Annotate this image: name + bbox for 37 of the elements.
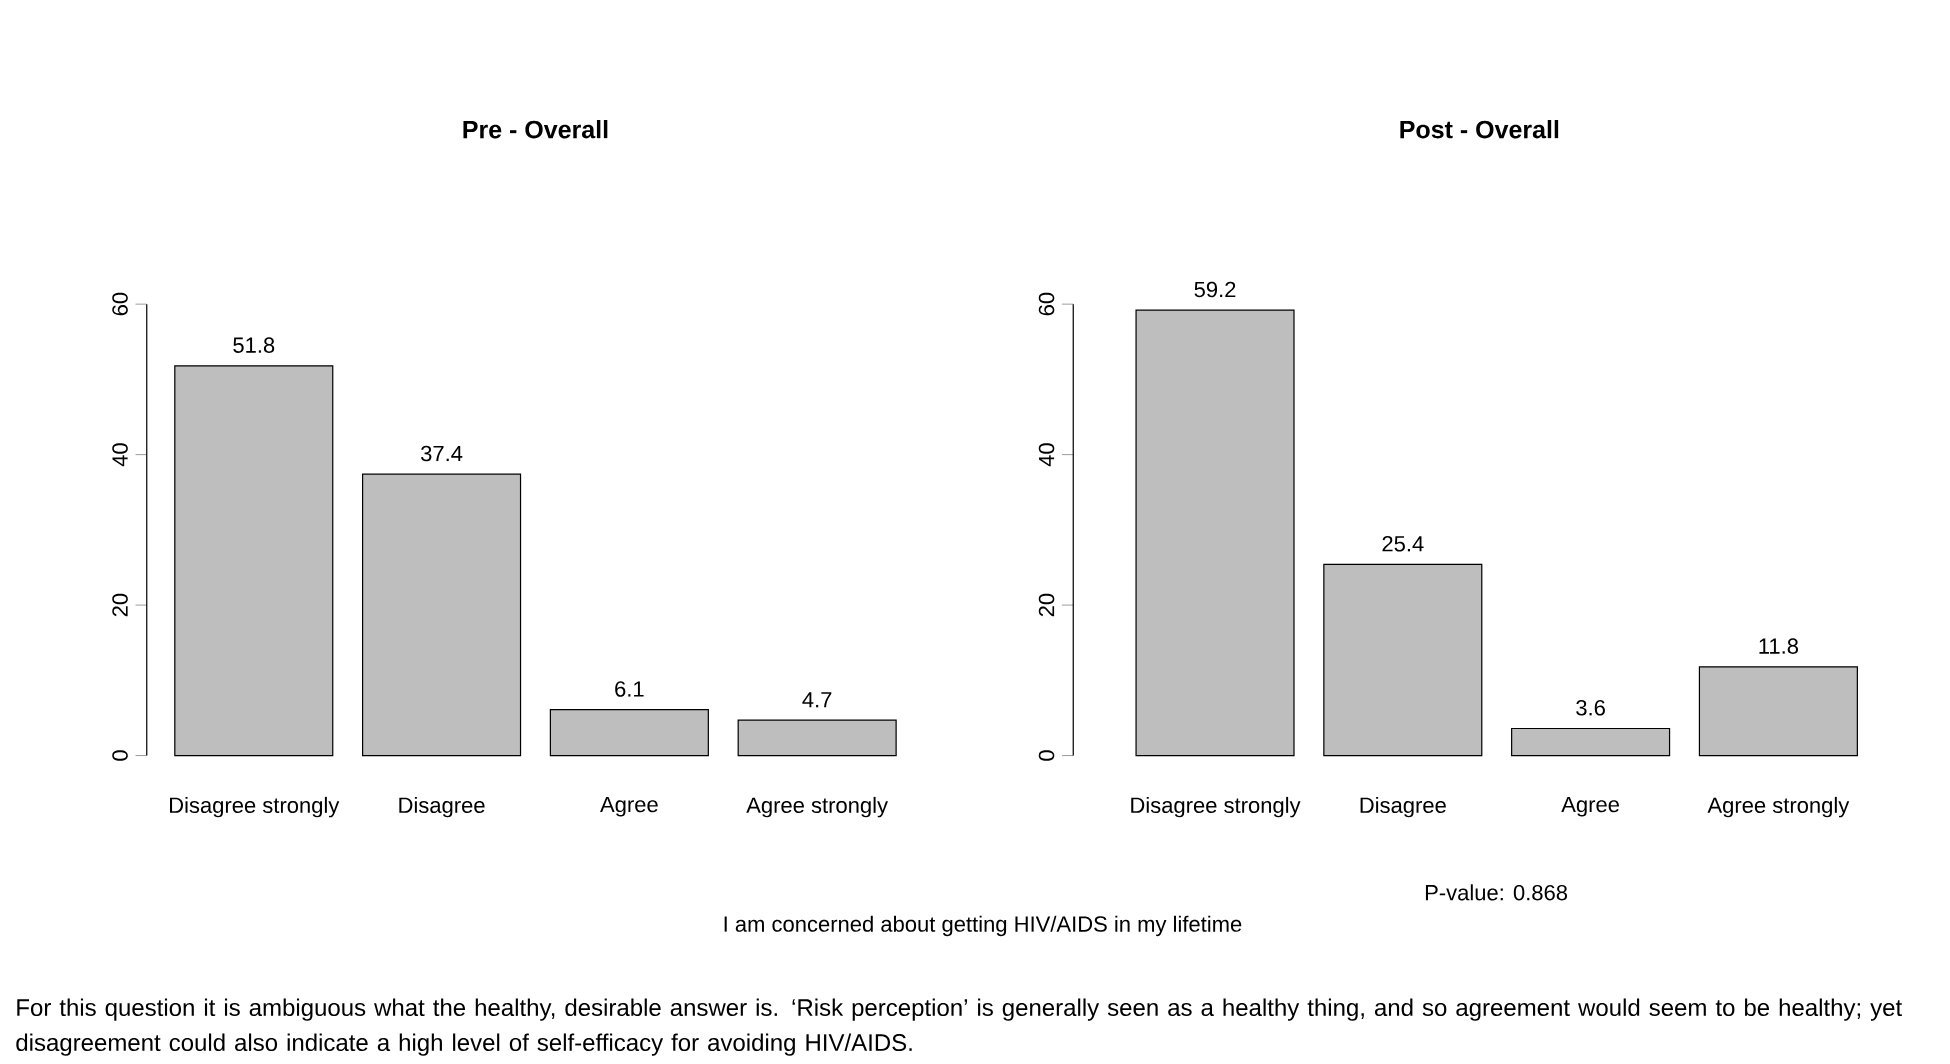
chart-title: Pre - Overall [463,120,608,139]
bar [362,473,522,757]
x-tick-label: Disagree strongly [170,796,340,818]
x-tick-label: Agree strongly [746,796,888,818]
y-tick-label: 20 [112,593,128,617]
bar [1323,563,1483,757]
x-tick-label: Agree strongly [1707,796,1850,818]
data-label: 51.8 [233,337,275,353]
x-tick-label: Disagree [1360,796,1446,818]
y-tick-label: 0 [1038,750,1055,761]
text: P-value: 0.868 [1425,884,1568,901]
chart-title: Post - Overall [1400,120,1559,139]
data-label: 6.1 [615,681,644,697]
y-tick-label: 60 [112,292,128,316]
bar [1511,727,1671,757]
data-label: 11.8 [1759,638,1799,654]
bar [1135,309,1295,757]
y-tick-label: 40 [112,443,128,467]
data-label: 25.4 [1382,535,1424,552]
data-label: 59.2 [1194,281,1236,298]
data-label: 3.6 [1576,700,1605,716]
bar [1698,666,1858,757]
text: For this question it is ambiguous what the healthy, desirable answer is. ‘Risk perception’ is generally seen as a healthy thing, and so agreement would seem to be healthy; yet disagreement could also indicate a high level of self-efficacy for avoiding HIV/AIDS. [16,998,1903,1056]
bar [737,719,897,757]
y-tick-label: 0 [112,750,128,761]
bar [549,709,709,757]
x-tick-label: Disagree strongly [1131,796,1301,818]
y-tick-label: 60 [1038,292,1055,316]
x-tick-label: Agree [600,796,658,817]
bar [174,365,334,757]
data-label: 37.4 [421,445,463,462]
x-tick-label: Agree [1561,796,1619,817]
text: I am concerned about getting HIV/AIDS in my lifetime [724,915,1242,937]
x-tick-label: Disagree [399,796,485,818]
y-tick-label: 20 [1038,593,1055,617]
y-tick-label: 40 [1038,443,1055,467]
data-label: 4.7 [802,692,832,708]
